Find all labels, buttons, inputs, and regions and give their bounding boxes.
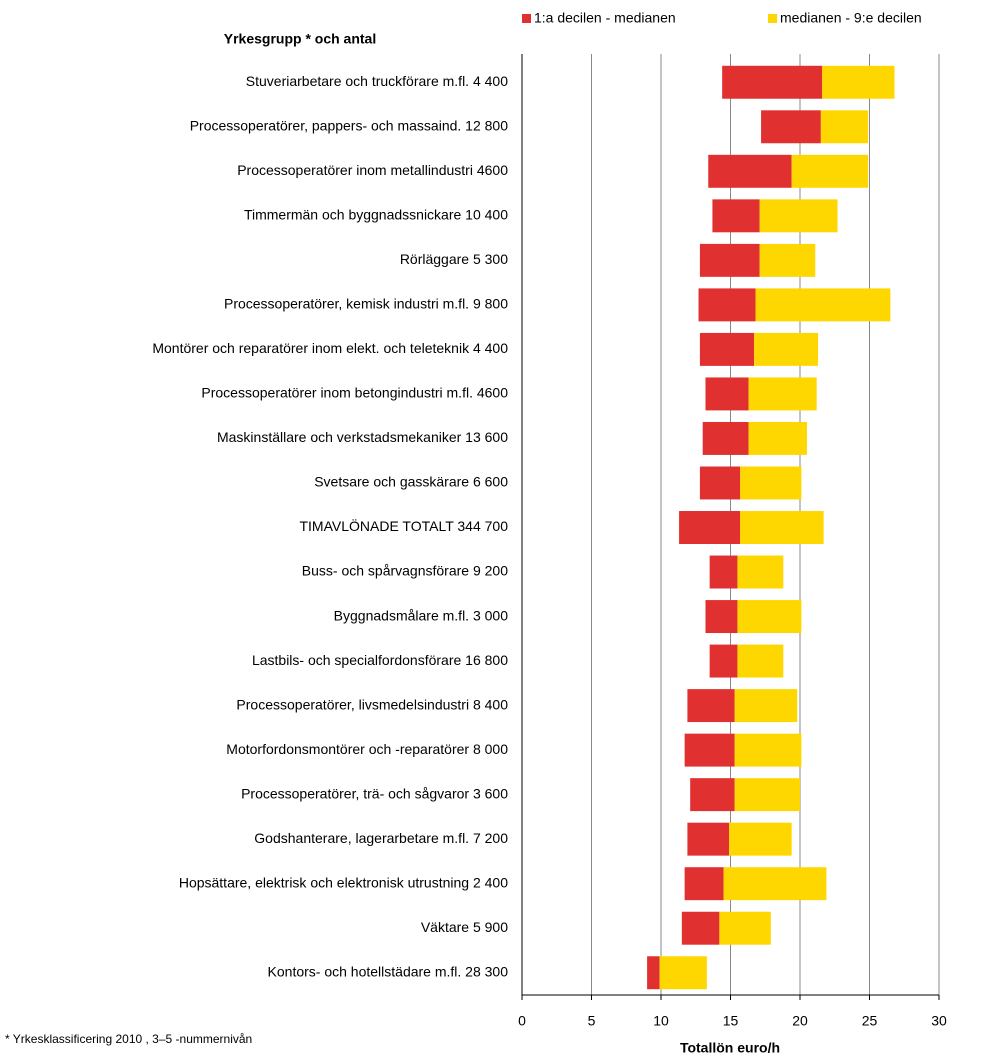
y-tick-label: Montörer och reparatörer inom elekt. och…: [152, 340, 508, 356]
bar-segment: [705, 600, 738, 634]
y-tick-label: Processoperatörer inom betongindustri m.…: [201, 385, 508, 401]
y-tick-label: Lastbils- och specialfordonsförare 16 80…: [252, 652, 508, 668]
bar-base: [522, 199, 712, 232]
bar-base: [522, 288, 699, 321]
bar-segment: [687, 822, 730, 856]
bar-segment: [698, 288, 756, 322]
bar-base: [522, 867, 685, 900]
bar-segment: [759, 243, 816, 277]
legend-label: 1:a decilen - medianen: [534, 10, 676, 26]
legend-label: medianen - 9:e decilen: [780, 10, 922, 26]
bar-base: [522, 823, 687, 856]
header: Yrkesgrupp * och antal: [224, 31, 376, 47]
y-tick-label: Kontors- och hotellstädare m.fl. 28 300: [268, 963, 509, 979]
y-tick-label: Godshanterare, lagerarbetare m.fl. 7 200: [254, 830, 508, 846]
bar-segment: [679, 511, 741, 544]
bar-segment: [759, 199, 838, 233]
bar-base: [522, 244, 700, 277]
y-tick-label: Processoperatörer inom metallindustri 46…: [237, 162, 508, 178]
y-tick-label: Motorfordonsmontörer och -reparatörer 8 …: [226, 741, 508, 757]
bar-segment: [712, 199, 760, 233]
bar-segment: [737, 555, 784, 589]
bar-segment: [699, 332, 755, 366]
y-tick-label: Buss- och spårvagnsförare 9 200: [302, 563, 508, 579]
y-tick-label: Processoperatörer, trä- och sågvaror 3 6…: [241, 785, 508, 801]
y-tick-label: Väktare 5 900: [421, 919, 508, 935]
footnote: * Yrkesklassificering 2010 , 3–5 -nummer…: [5, 1032, 252, 1046]
bar-base: [522, 734, 685, 767]
bar-segment: [719, 911, 771, 945]
bar-segment: [737, 600, 802, 634]
bar-segment: [681, 911, 720, 945]
bar-base: [522, 333, 700, 366]
bar-base: [522, 689, 687, 722]
bar-segment: [755, 288, 891, 322]
y-tick-label: Hopsättare, elektrisk och elektronisk ut…: [179, 874, 508, 890]
y-tick-label: Timmermän och byggnadssnickare 10 400: [244, 207, 508, 223]
bar-segment: [699, 243, 760, 277]
bar-segment: [740, 466, 802, 500]
x-tick-label: 0: [518, 1013, 526, 1029]
x-tick-label: 10: [653, 1013, 669, 1029]
y-tick-label: Stuveriarbetare och truckförare m.fl. 4 …: [246, 73, 508, 89]
bar-segment: [761, 110, 821, 144]
bar-base: [522, 155, 708, 188]
bar-segment: [754, 332, 819, 366]
bar-base: [522, 110, 761, 143]
bar-segment: [709, 555, 738, 589]
bar-segment: [705, 377, 749, 411]
x-tick-label: 15: [723, 1013, 739, 1029]
bar-segment: [822, 65, 895, 99]
bar-segment: [820, 110, 869, 144]
y-tick-label: Svetsare och gasskärare 6 600: [314, 474, 508, 490]
x-axis-label: Totallön euro/h: [680, 1040, 780, 1056]
bar-segment: [734, 689, 798, 723]
bar-base: [522, 645, 710, 678]
bar-segment: [734, 733, 802, 767]
bar-segment: [709, 644, 738, 678]
bar-base: [522, 956, 647, 989]
bar-base: [522, 556, 710, 589]
y-tick-label: Processoperatörer, kemisk industri m.fl.…: [224, 296, 508, 312]
bar-segment: [659, 956, 707, 990]
y-tick-label: TIMAVLÖNADE TOTALT 344 700: [299, 517, 508, 534]
legend-swatch: [522, 14, 531, 23]
y-tick-label: Processoperatörer, pappers- och massaind…: [190, 117, 509, 133]
bar-base: [522, 66, 722, 99]
y-tick-label: Byggnadsmålare m.fl. 3 000: [334, 607, 509, 623]
bar-segment: [690, 778, 735, 812]
bar-segment: [702, 421, 749, 455]
bar-segment: [708, 154, 792, 188]
bar-segment: [748, 421, 807, 455]
bar-base: [522, 511, 679, 544]
x-tick-label: 25: [862, 1013, 878, 1029]
bar-base: [522, 778, 690, 811]
bar-segment: [791, 154, 869, 188]
y-tick-label: Maskinställare och verkstadsmekaniker 13…: [217, 429, 508, 445]
bar-base: [522, 912, 682, 945]
bar-segment: [687, 689, 735, 723]
bar-segment: [723, 867, 827, 901]
x-tick-label: 30: [931, 1013, 947, 1029]
bar-segment: [748, 377, 817, 411]
bar-base: [522, 422, 703, 455]
x-tick-label: 20: [792, 1013, 808, 1029]
bar-segment: [684, 867, 724, 901]
bar-segment: [737, 644, 784, 678]
bar-segment: [734, 778, 800, 812]
bar-base: [522, 377, 705, 410]
bar-base: [522, 467, 700, 500]
bar-segment: [647, 956, 660, 990]
bar-segment: [722, 65, 823, 99]
x-tick-label: 5: [588, 1013, 596, 1029]
bar-segment: [699, 466, 741, 500]
bar-segment: [729, 822, 792, 856]
bar-segment: [740, 511, 824, 544]
bar-segment: [684, 733, 735, 767]
bar-base: [522, 600, 705, 633]
y-tick-label: Processoperatörer, livsmedelsindustri 8 …: [236, 696, 508, 712]
y-tick-label: Rörläggare 5 300: [400, 251, 508, 267]
legend-swatch: [768, 14, 777, 23]
